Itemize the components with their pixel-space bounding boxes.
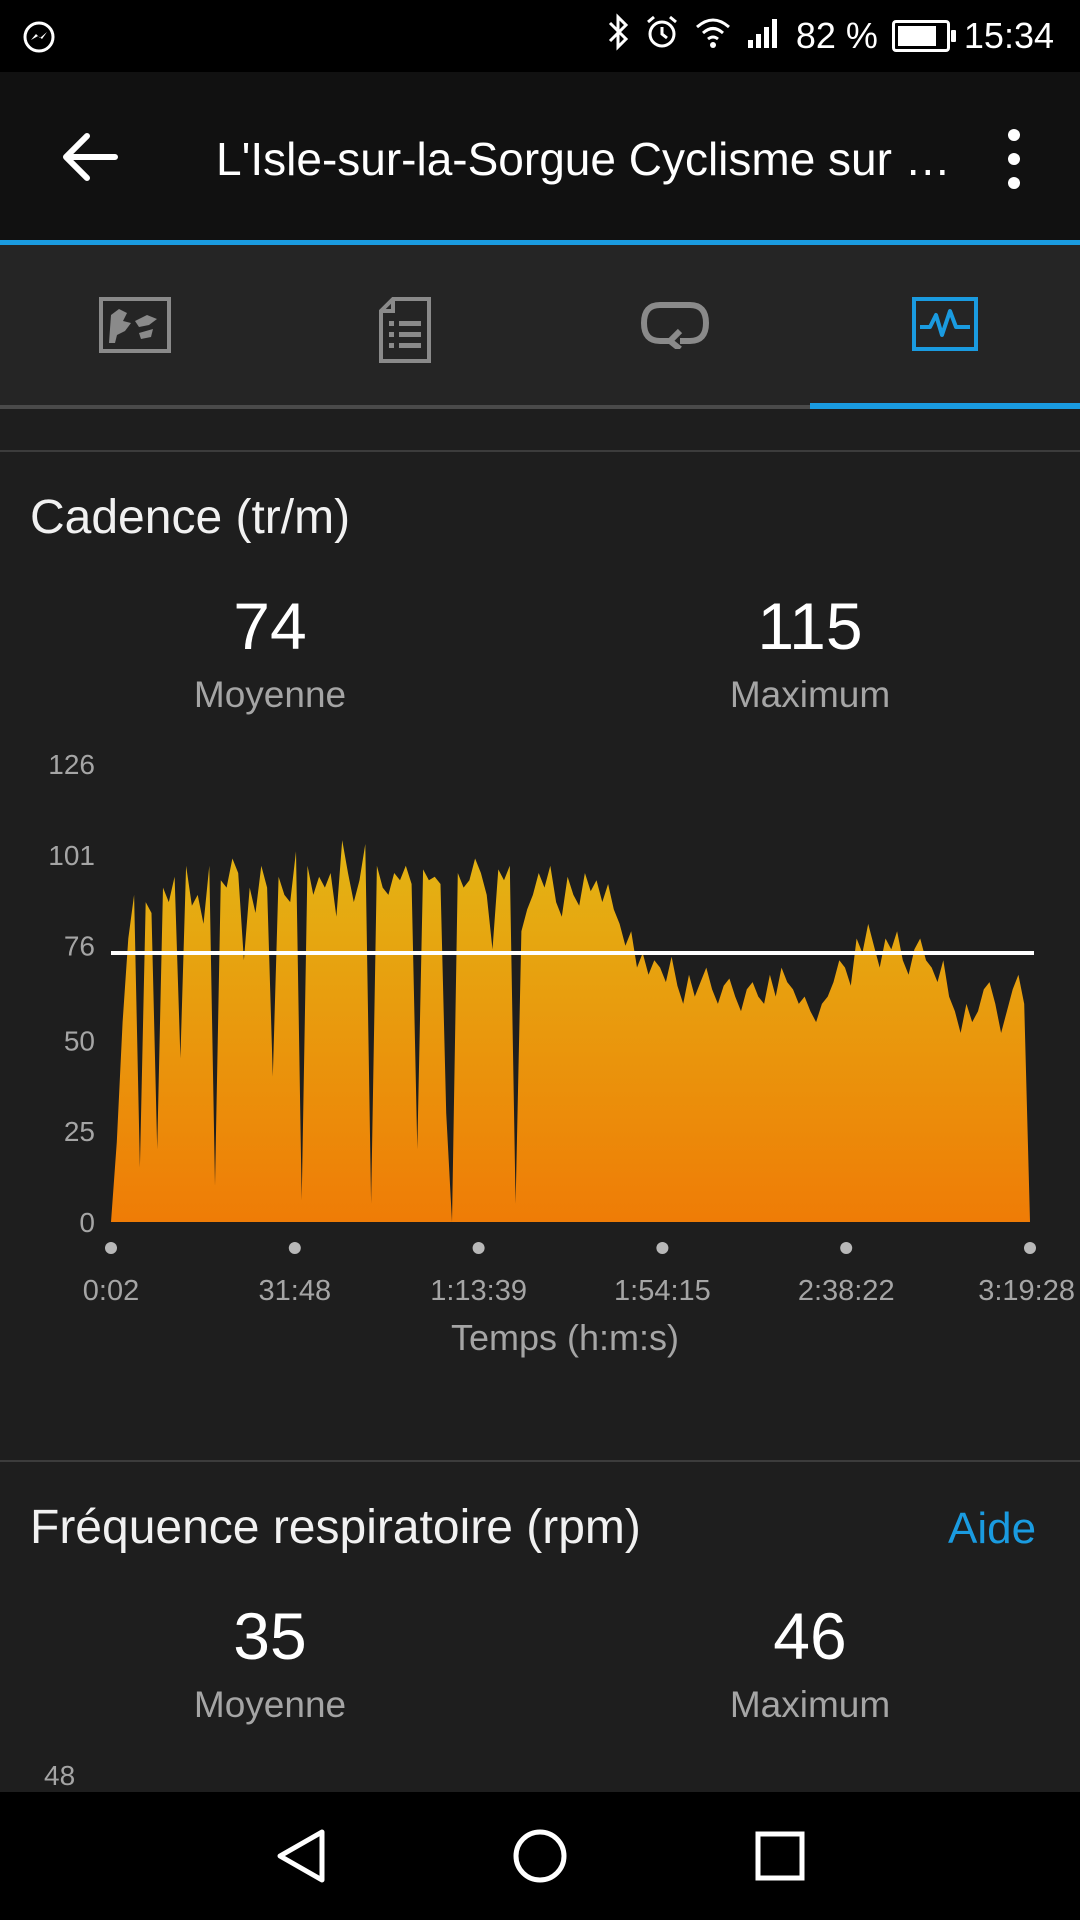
battery-icon: [891, 20, 956, 52]
square-recents-icon: [755, 1831, 805, 1881]
divider: [0, 1460, 1080, 1462]
divider: [0, 450, 1080, 452]
cadence-avg-label: Moyenne: [193, 674, 347, 715]
y-tick-label: 76: [64, 931, 95, 962]
respiration-avg-label: Moyenne: [193, 1684, 347, 1725]
map-icon: [99, 297, 171, 353]
back-button[interactable]: [55, 122, 125, 192]
circle-home-icon: [513, 1829, 567, 1883]
x-tick-mark: [288, 1242, 301, 1254]
status-bar: 82 % 15:34: [0, 0, 1080, 72]
respiration-max-label: Maximum: [729, 1684, 891, 1725]
nav-home-button[interactable]: [500, 1816, 580, 1896]
battery-percent: 82 %: [795, 15, 878, 56]
y-tick-label: 101: [48, 840, 95, 871]
nav-back-button[interactable]: [260, 1816, 340, 1896]
tab-details[interactable]: [270, 245, 540, 405]
bluetooth-icon: [606, 12, 630, 60]
alarm-icon: [644, 14, 680, 59]
x-tick-mark: [1024, 1242, 1036, 1254]
cadence-max-label: Maximum: [729, 674, 891, 715]
x-tick-label: 0:02: [83, 1275, 139, 1307]
app-bar: L'Isle-sur-la-Sorgue Cyclisme sur route: [0, 72, 1080, 245]
nav-recents-button[interactable]: [740, 1816, 820, 1896]
arrow-left-icon: [63, 133, 118, 181]
x-axis-title: Temps (h:m:s): [451, 1317, 679, 1358]
y-tick-label: 25: [64, 1116, 95, 1147]
x-tick-label: 2:38:22: [798, 1275, 895, 1307]
x-tick-mark: [472, 1242, 485, 1254]
cadence-chart: 0 25 50 76 101 126 0:02 31:48 1:13:39 1:54:15 2:3…: [48, 749, 1075, 1358]
x-tick-mark: [840, 1242, 853, 1254]
page-title: L'Isle-sur-la-Sorgue Cyclisme sur route: [216, 133, 964, 185]
triangle-back-icon: [277, 1829, 325, 1883]
tab-bar: [0, 245, 1080, 409]
more-options-button[interactable]: [996, 127, 1032, 191]
x-tick-label: 31:48: [259, 1275, 332, 1307]
signal-icon: [746, 15, 782, 57]
messenger-icon: [22, 20, 56, 59]
cadence-avg-value: 74: [233, 589, 307, 663]
more-vert-icon: [1008, 129, 1020, 189]
chart-icon: [912, 297, 978, 351]
help-link[interactable]: Aide: [948, 1504, 1037, 1553]
wifi-icon: [694, 15, 732, 58]
cadence-title: Cadence (tr/m): [30, 491, 351, 544]
x-tick-mark: [105, 1242, 117, 1254]
clock: 15:34: [963, 15, 1054, 56]
tab-laps[interactable]: [540, 245, 810, 405]
y-tick-label: 0: [79, 1207, 95, 1238]
system-nav-bar: [0, 1792, 1080, 1920]
respiration-max-value: 46: [773, 1599, 847, 1673]
x-tick-label: 1:54:15: [614, 1275, 711, 1307]
cadence-max-value: 115: [757, 589, 863, 663]
cadence-area-series: [111, 840, 1030, 1222]
respiration-title: Fréquence respiratoire (rpm): [30, 1501, 641, 1554]
x-tick-label: 3:19:28: [978, 1275, 1075, 1307]
tab-map[interactable]: [0, 245, 270, 405]
x-tick-mark: [656, 1242, 669, 1254]
y-tick-label: 126: [48, 749, 95, 780]
y-tick-label: 50: [64, 1025, 95, 1056]
laps-icon: [640, 302, 710, 349]
tab-charts[interactable]: [810, 245, 1080, 409]
respiration-avg-value: 35: [233, 1599, 307, 1673]
document-icon: [379, 297, 431, 363]
respiration-y-tick-label: 48: [44, 1760, 76, 1791]
x-tick-label: 1:13:39: [430, 1275, 527, 1307]
